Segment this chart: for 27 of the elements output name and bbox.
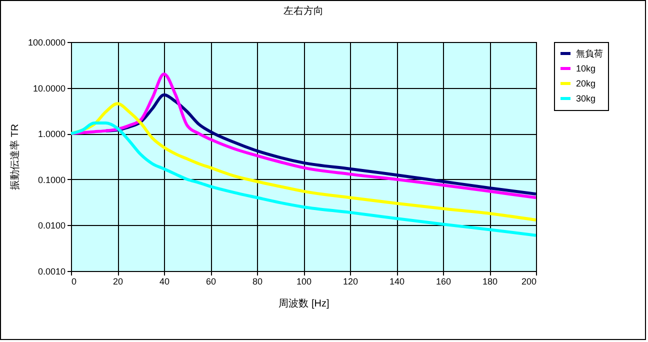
legend-label: 10kg bbox=[576, 64, 596, 74]
line-series bbox=[71, 72, 536, 200]
legend-label: 20kg bbox=[576, 78, 596, 88]
line-series bbox=[71, 122, 536, 237]
x-tick-label: 20 bbox=[112, 276, 124, 286]
x-tick-label: 200 bbox=[521, 276, 536, 286]
chart-title: 左右方向 bbox=[284, 5, 324, 17]
legend-label: 無負荷 bbox=[576, 48, 603, 58]
x-tick-label: 80 bbox=[252, 276, 263, 286]
x-tick-label: 60 bbox=[206, 276, 216, 286]
x-tick-label: 100 bbox=[296, 276, 312, 286]
legend-label: 30kg bbox=[576, 94, 596, 104]
x-tick-label: 160 bbox=[436, 276, 452, 286]
y-tick-label: 10.0000 bbox=[32, 83, 66, 94]
x-tick-label: 140 bbox=[389, 276, 405, 286]
x-tick-label: 40 bbox=[159, 276, 170, 286]
x-tick-label: 180 bbox=[482, 276, 498, 286]
line-series bbox=[104, 93, 536, 196]
y-tick-label: 0.0100 bbox=[38, 220, 66, 231]
y-tick-label: 0.0010 bbox=[38, 266, 66, 276]
y-tick-label: 100.0000 bbox=[28, 38, 66, 48]
y-tick-label: 1.0000 bbox=[38, 129, 66, 140]
x-tick-label: 120 bbox=[342, 276, 358, 286]
y-axis-title: 振動伝達率 TR bbox=[8, 124, 21, 190]
y-tick-label: 0.1000 bbox=[38, 174, 66, 185]
x-axis-title: 周波数 [Hz] bbox=[278, 298, 330, 310]
x-tick-label: 0 bbox=[72, 276, 77, 286]
